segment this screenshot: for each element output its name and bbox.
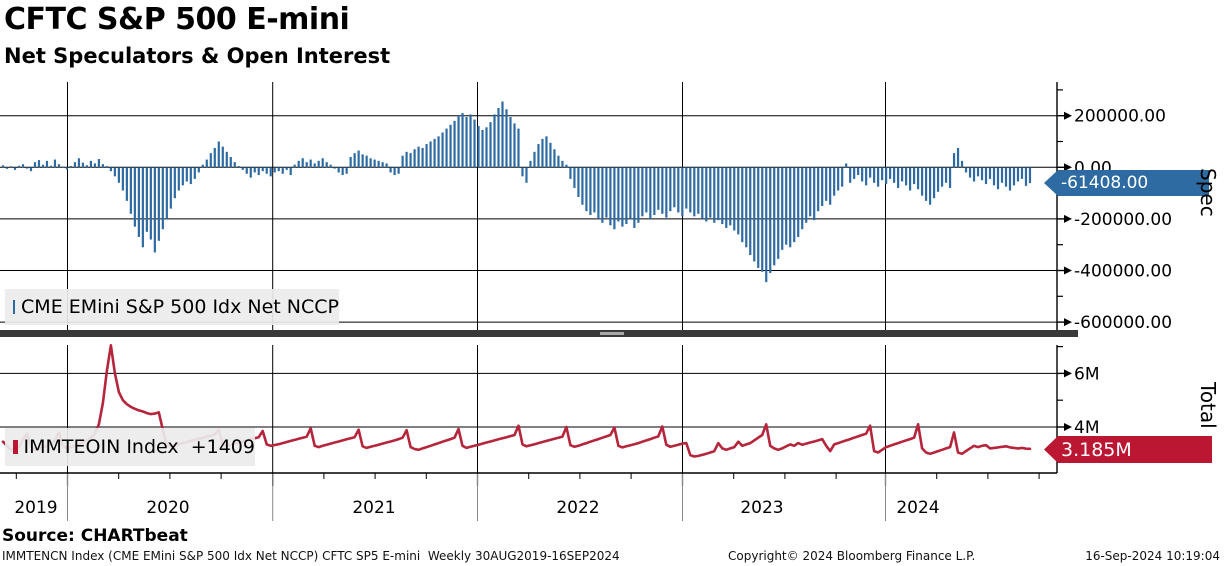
source-label: Source: CHARTbeat xyxy=(2,526,188,546)
total-legend-swatch-icon xyxy=(13,440,18,454)
page-subtitle: Net Speculators & Open Interest xyxy=(4,44,391,68)
spec-last-value-flag[interactable]: -61408.00 xyxy=(1044,170,1209,196)
panel-divider-drag-handle-icon[interactable] xyxy=(600,332,624,335)
svg-text:2022: 2022 xyxy=(556,498,599,518)
spec-legend-label: CME EMini S&P 500 Idx Net NCCP xyxy=(21,296,339,318)
svg-text:200000.00: 200000.00 xyxy=(1074,107,1166,127)
page-title: CFTC S&P 500 E-mini xyxy=(4,2,350,37)
svg-text:-600000.00: -600000.00 xyxy=(1074,313,1172,333)
spec-last-value: -61408.00 xyxy=(1061,173,1149,193)
svg-text:4M: 4M xyxy=(1074,418,1099,438)
footer-timestamp: 16-Sep-2024 10:19:04 xyxy=(1085,549,1220,563)
svg-text:-400000.00: -400000.00 xyxy=(1074,262,1172,282)
total-legend[interactable]: IMMTEOIN Index +1409 xyxy=(5,428,255,466)
svg-text:6M: 6M xyxy=(1074,364,1099,384)
total-legend-label: IMMTEOIN Index +1409 xyxy=(23,436,255,458)
svg-text:2019: 2019 xyxy=(14,498,57,518)
svg-text:2021: 2021 xyxy=(352,498,395,518)
spec-axis-title: Spec xyxy=(1196,168,1220,217)
spec-legend[interactable]: CME EMini S&P 500 Idx Net NCCP xyxy=(5,289,339,325)
total-last-value: 3.185M xyxy=(1061,438,1132,461)
panel-divider xyxy=(0,330,1078,337)
footer-ticker-info: IMMTENCN Index (CME EMini S&P 500 Idx Ne… xyxy=(2,549,620,563)
spec-legend-swatch-icon xyxy=(13,300,16,314)
total-last-value-flag[interactable]: 3.185M xyxy=(1044,436,1212,463)
total-axis-title: Total xyxy=(1196,382,1220,429)
svg-text:2023: 2023 xyxy=(740,498,783,518)
svg-text:2024: 2024 xyxy=(896,498,939,518)
footer-copyright: Copyright© 2024 Bloomberg Finance L.P. xyxy=(728,549,976,563)
svg-text:2020: 2020 xyxy=(146,498,189,518)
svg-text:-200000.00: -200000.00 xyxy=(1074,210,1172,230)
